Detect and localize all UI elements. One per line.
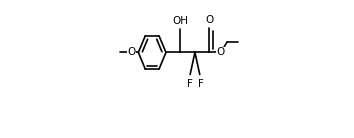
Text: O: O [205, 15, 213, 25]
Text: O: O [217, 47, 225, 57]
Text: O: O [127, 47, 136, 57]
Text: F: F [198, 79, 204, 89]
Text: OH: OH [172, 16, 188, 26]
Text: F: F [188, 79, 193, 89]
